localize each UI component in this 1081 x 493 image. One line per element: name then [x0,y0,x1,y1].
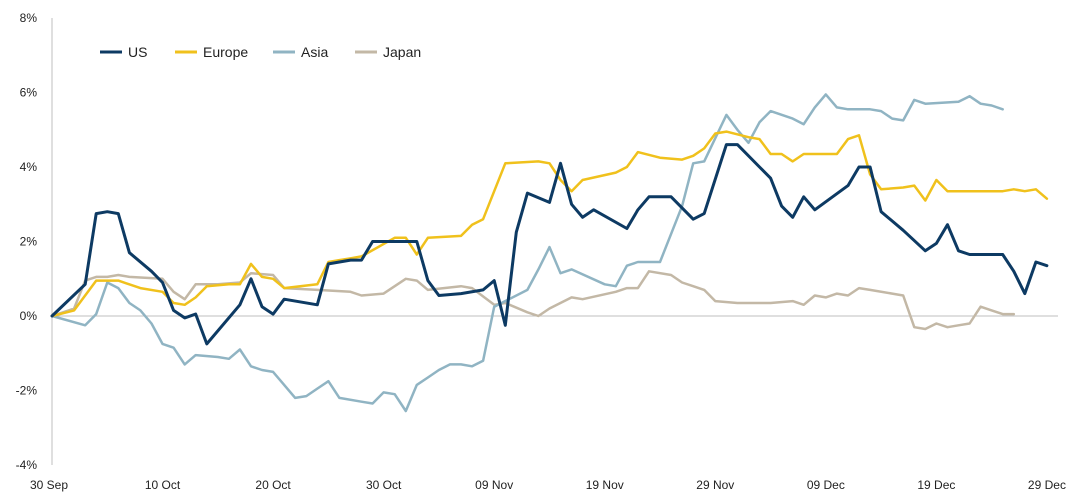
y-tick-label: 0% [20,309,38,323]
x-tick-label: 09 Dec [807,478,845,492]
legend: US Europe Asia Japan [100,44,421,60]
y-tick-label: -4% [16,458,38,472]
series-line-europe [50,130,1049,318]
legend-label-asia: Asia [301,44,328,60]
x-tick-label: 20 Oct [255,478,291,492]
x-axis: 30 Sep 10 Oct 20 Oct 30 Oct 09 Nov 19 Nov 29 N… [30,478,1066,492]
y-axis: 8% 6% 4% 2% 0% -2% -4% [16,11,1058,472]
x-tick-label: 30 Sep [30,478,68,492]
x-tick-label: 29 Dec [1028,478,1066,492]
series-line-japan [50,270,1016,331]
x-tick-label: 30 Oct [366,478,402,492]
series-line-asia [50,93,1004,413]
y-tick-label: -2% [16,384,38,398]
series-line-us [50,143,1049,346]
x-tick-label: 09 Nov [475,478,513,492]
x-tick-label: 29 Nov [696,478,734,492]
legend-label-us: US [128,44,147,60]
y-tick-label: 8% [20,11,38,25]
legend-label-europe: Europe [203,44,248,60]
x-tick-label: 19 Nov [586,478,624,492]
legend-label-japan: Japan [383,44,421,60]
y-tick-label: 6% [20,86,38,100]
x-tick-label: 19 Dec [917,478,955,492]
plot-lines [50,93,1049,413]
x-tick-label: 10 Oct [145,478,181,492]
y-tick-label: 4% [20,160,38,174]
y-tick-label: 2% [20,235,38,249]
